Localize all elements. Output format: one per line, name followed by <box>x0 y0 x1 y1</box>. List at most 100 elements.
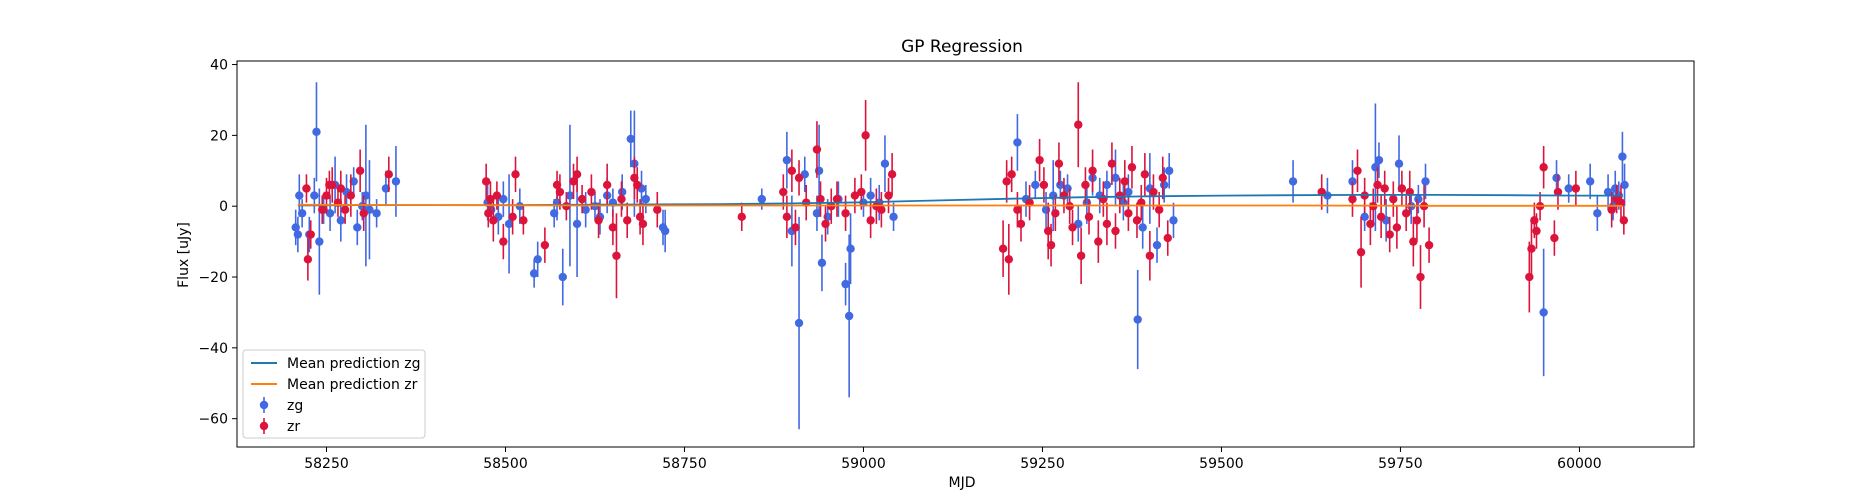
data-point-zg <box>1031 180 1040 190</box>
legend-item-mean-zr: Mean prediction zr <box>251 377 418 393</box>
data-point-zr <box>1051 209 1060 218</box>
legend-label: zr <box>287 419 300 435</box>
data-point-zr <box>303 255 313 264</box>
data-point-zr <box>832 194 842 204</box>
data-point-zg <box>565 191 575 200</box>
data-point-zr <box>1424 240 1434 250</box>
data-point-zg <box>529 269 539 278</box>
data-point-zr <box>1007 170 1016 179</box>
data-point-zg <box>844 311 854 321</box>
data-point-zg <box>794 318 804 328</box>
data-point-zg <box>291 223 300 232</box>
legend-label: Mean prediction zr <box>287 377 418 393</box>
x-tick-label: 60000 <box>1557 456 1602 472</box>
data-point-zg <box>1111 173 1120 183</box>
legend-swatch-point <box>259 421 269 431</box>
data-point-zr <box>1081 180 1090 190</box>
data-point-zr <box>821 219 830 229</box>
data-point-zr <box>511 170 520 179</box>
data-point-zr <box>318 205 327 214</box>
data-point-zg <box>1360 212 1369 222</box>
data-point-zr <box>841 209 850 218</box>
data-point-zg <box>1564 184 1573 193</box>
x-tick-label: 58500 <box>483 456 528 472</box>
y-axis-label: Flux [uJy] <box>176 222 192 288</box>
legend: Mean prediction zg Mean prediction zr zg zr <box>242 349 426 439</box>
y-tick-label: 20 <box>210 128 228 144</box>
data-point-zr <box>877 205 886 214</box>
data-point-zg <box>581 205 590 214</box>
data-point-zr <box>737 212 746 222</box>
data-point-zr <box>1140 170 1150 179</box>
data-point-zr <box>587 187 596 197</box>
data-point-zg <box>812 209 822 218</box>
data-point-zr <box>857 187 866 197</box>
data-point-zr <box>1084 212 1094 222</box>
y-tick-label: −40 <box>198 341 228 357</box>
data-point-zr <box>1550 233 1559 243</box>
data-point-zg <box>558 272 567 282</box>
data-point-zg <box>1618 152 1627 161</box>
data-point-zg <box>846 244 855 253</box>
data-point-zr <box>638 219 648 229</box>
data-point-zr <box>577 194 587 204</box>
data-point-zr <box>608 223 618 232</box>
data-point-zr <box>359 209 368 218</box>
data-point-zg <box>782 155 792 165</box>
data-point-zr <box>1416 272 1425 282</box>
data-point-zr <box>653 205 662 214</box>
legend-swatch-point <box>259 400 269 410</box>
data-point-zg <box>1138 223 1147 232</box>
data-point-zr <box>787 166 797 175</box>
data-point-zg <box>757 194 767 204</box>
x-tick-label: 58250 <box>304 456 349 472</box>
x-tick-label: 59250 <box>1020 456 1065 472</box>
data-point-zr <box>1145 251 1155 260</box>
data-point-zr <box>1016 219 1026 229</box>
data-point-zr <box>555 187 565 197</box>
data-point-zr <box>1115 191 1124 200</box>
data-point-zr <box>1348 194 1357 204</box>
data-point-zr <box>1094 237 1103 246</box>
data-point-zr <box>328 180 337 190</box>
data-point-zg <box>325 209 335 218</box>
data-point-zr <box>1043 226 1053 236</box>
data-point-zr <box>623 216 632 225</box>
y-tick-label: −60 <box>198 412 228 428</box>
legend-item-zg: zg <box>259 397 303 414</box>
data-point-zr <box>1149 187 1158 197</box>
data-point-zg <box>1603 187 1613 197</box>
data-point-zr <box>1366 219 1375 229</box>
data-point-zr <box>552 180 562 190</box>
data-point-zr <box>1004 255 1014 264</box>
data-point-zr <box>794 173 804 183</box>
data-point-zg <box>626 134 635 144</box>
data-point-zr <box>1616 198 1626 207</box>
data-point-zr <box>1539 163 1548 172</box>
data-point-zg <box>1133 315 1142 324</box>
y-tick-label: 40 <box>210 58 228 74</box>
data-point-zr <box>322 191 331 200</box>
data-point-zg <box>1394 159 1404 168</box>
data-point-zg <box>315 237 324 246</box>
data-point-zr <box>884 191 893 200</box>
data-point-zr <box>1013 205 1022 214</box>
data-point-zr <box>850 191 860 200</box>
data-point-zr <box>1353 166 1362 175</box>
data-point-zg <box>1102 180 1112 190</box>
data-point-zg <box>372 209 381 218</box>
data-point-zr <box>1163 233 1172 243</box>
series-zr <box>302 82 1629 313</box>
data-point-zr <box>519 216 528 225</box>
data-point-zr <box>1553 187 1563 197</box>
data-point-zr <box>779 187 788 197</box>
data-point-zg <box>1552 173 1561 183</box>
data-point-zg <box>1159 180 1169 190</box>
data-point-zg <box>889 212 898 222</box>
data-point-zg <box>1374 155 1384 165</box>
data-point-zg <box>353 223 362 232</box>
data-point-zr <box>1397 184 1407 193</box>
data-point-zg <box>336 216 346 225</box>
data-point-zg <box>1593 209 1602 218</box>
